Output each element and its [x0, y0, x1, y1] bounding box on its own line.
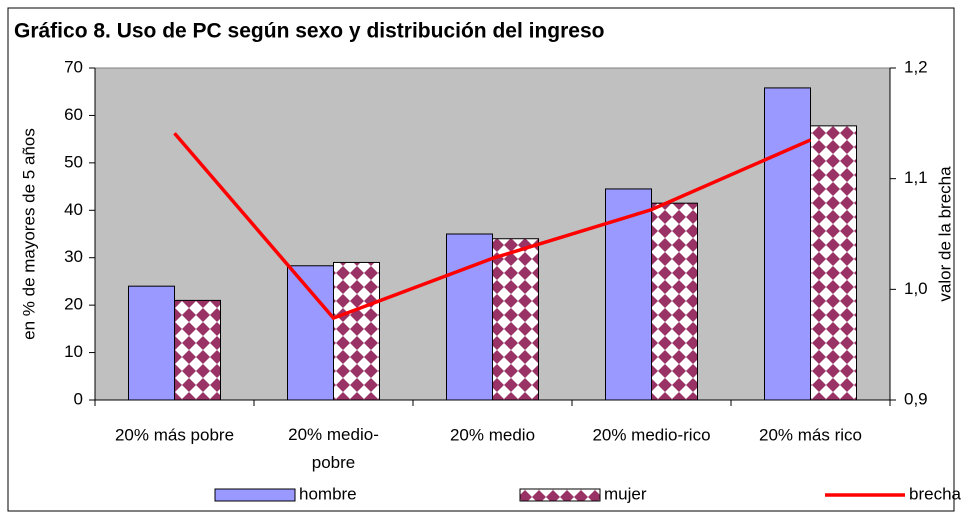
- legend-label: brecha: [909, 484, 962, 503]
- bar: [651, 202, 698, 401]
- y-tick-label: 70: [64, 57, 83, 76]
- y-axis-label: en % de mayores de 5 años: [19, 128, 38, 340]
- legend-label: hombre: [299, 484, 357, 503]
- y-tick-label: 0: [74, 389, 83, 408]
- bar: [174, 299, 221, 401]
- y2-tick-label: 0,9: [904, 389, 928, 408]
- x-tick-label: 20% más rico: [759, 425, 862, 444]
- y-tick-label: 60: [64, 105, 83, 124]
- chart-title: Gráfico 8. Uso de PC según sexo y distri…: [14, 20, 604, 43]
- legend-swatch: [519, 488, 601, 502]
- bar: [446, 233, 493, 401]
- y2-tick-label: 1,0: [904, 279, 928, 298]
- x-tick-label: 20% más pobre: [115, 425, 234, 444]
- bar: [287, 265, 334, 401]
- legend-swatch: [214, 488, 296, 502]
- bar: [333, 261, 380, 401]
- bar: [764, 87, 811, 401]
- x-tick-label: 20% medio: [450, 425, 535, 444]
- bar: [492, 238, 539, 401]
- y-tick-label: 40: [64, 200, 83, 219]
- y2-tick-label: 1,2: [904, 57, 928, 76]
- y-tick-label: 50: [64, 152, 83, 171]
- bar: [810, 125, 857, 401]
- x-tick-label: 20% medio-rico: [592, 425, 710, 444]
- y2-axis-label: valor de la brecha: [935, 166, 954, 302]
- bar: [128, 285, 175, 401]
- y-tick-label: 10: [64, 342, 83, 361]
- y-tick-label: 30: [64, 247, 83, 266]
- x-tick-label: 20% medio-pobre: [288, 425, 379, 472]
- line: [173, 132, 812, 321]
- y-tick-label: 20: [64, 295, 83, 314]
- legend-label: mujer: [604, 484, 647, 503]
- y2-tick-label: 1,1: [904, 168, 928, 187]
